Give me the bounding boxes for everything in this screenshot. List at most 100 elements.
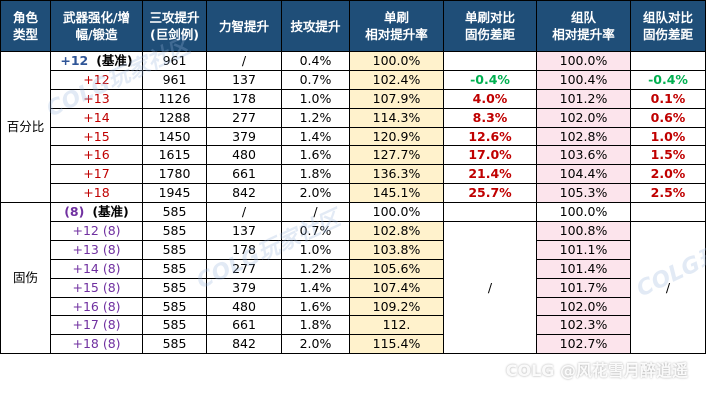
solo-diff-cell: -0.4% xyxy=(443,69,537,90)
solo-diff-cell: / xyxy=(443,221,537,355)
team-rate-cell: 102.7% xyxy=(536,334,631,355)
team-diff-cell: 1.5% xyxy=(630,145,706,166)
str-int-cell: 661 xyxy=(206,164,282,185)
team-rate-cell: 102.0% xyxy=(536,296,631,317)
team-rate-cell: 104.4% xyxy=(536,164,631,185)
baseline-tag: (基准) xyxy=(96,52,133,68)
header-str-int: 力智提升 xyxy=(206,0,282,52)
weapon-cell: +13 (8) xyxy=(50,239,143,260)
solo-diff-cell: 21.4% xyxy=(443,164,537,185)
solo-rate-cell: 100.0% xyxy=(349,202,444,223)
team-rate-cell: 101.1% xyxy=(536,239,631,260)
str-int-cell: 842 xyxy=(206,183,282,204)
solo-rate-cell: 115.4% xyxy=(349,334,444,355)
weapon-cell: +15 (8) xyxy=(50,277,143,298)
weapon-cell: +12 (基准) xyxy=(50,51,143,71)
team-diff-cell: 0.6% xyxy=(630,107,706,128)
team-rate-cell: 102.0% xyxy=(536,107,631,128)
team-diff-cell: 2.0% xyxy=(630,164,706,185)
weapon-level: +12 xyxy=(83,71,110,87)
team-rate-cell: 102.8% xyxy=(536,126,631,147)
three-atk-cell: 1615 xyxy=(142,145,207,166)
header-weapon: 武器强化/增 幅/锻造 xyxy=(50,0,143,52)
table-row: +17 1780 661 1.8% 136.3% 21.4% 104.4% 2.0% xyxy=(1,164,706,185)
str-int-cell: 178 xyxy=(206,239,282,260)
table-row: +14 1288 277 1.2% 114.3% 8.3% 102.0% 0.6% xyxy=(1,107,706,128)
table-row: +13 1126 178 1.0% 107.9% 4.0% 101.2% 0.1% xyxy=(1,88,706,109)
weapon-cell: +15 xyxy=(50,126,143,147)
table-row: +13 (8) 585 178 1.0% 103.8% 101.1% xyxy=(1,239,706,260)
skill-atk-cell: 1.8% xyxy=(281,315,350,336)
table-row: +15 1450 379 1.4% 120.9% 12.6% 102.8% 1.0% xyxy=(1,126,706,147)
solo-diff-cell: 25.7% xyxy=(443,183,537,204)
weapon-cell: +17 xyxy=(50,164,143,185)
skill-atk-cell: 2.0% xyxy=(281,334,350,355)
team-rate-cell: 101.7% xyxy=(536,277,631,298)
str-int-cell: / xyxy=(206,51,282,71)
table-row: +16 1615 480 1.6% 127.7% 17.0% 103.6% 1.5% xyxy=(1,145,706,166)
solo-rate-cell: 102.8% xyxy=(349,221,444,241)
weapon-level: +17 xyxy=(83,166,110,182)
solo-rate-cell: 107.9% xyxy=(349,88,444,109)
weapon-cell: (8) (基准) xyxy=(50,202,143,223)
skill-atk-cell: 1.8% xyxy=(281,164,350,185)
solo-rate-cell: 105.6% xyxy=(349,258,444,279)
team-rate-cell: 100.0% xyxy=(536,202,631,223)
header-skill-atk: 技攻提升 xyxy=(281,0,350,52)
team-diff-cell: 0.1% xyxy=(630,88,706,109)
weapon-cell: +14 (8) xyxy=(50,258,143,279)
header-row: 角色 类型 武器强化/增 幅/锻造 三攻提升 (巨剑例) 力智提升 技攻提升 单… xyxy=(0,0,706,52)
str-int-cell: 480 xyxy=(206,145,282,166)
skill-atk-cell: 1.4% xyxy=(281,277,350,298)
weapon-level: +17 (8) xyxy=(72,317,121,333)
team-rate-cell: 105.3% xyxy=(536,183,631,204)
weapon-level: +14 (8) xyxy=(72,260,121,276)
three-atk-cell: 585 xyxy=(142,315,207,336)
skill-atk-cell: / xyxy=(281,202,350,223)
three-atk-cell: 585 xyxy=(142,239,207,260)
skill-atk-cell: 0.7% xyxy=(281,69,350,90)
table-row: +18 (8) 585 842 2.0% 115.4% 102.7% xyxy=(1,334,706,355)
skill-atk-cell: 1.0% xyxy=(281,88,350,109)
solo-diff-cell: 8.3% xyxy=(443,107,537,128)
team-rate-cell: 102.3% xyxy=(536,315,631,336)
baseline-tag: (基准) xyxy=(92,204,129,220)
weapon-cell: +18 xyxy=(50,183,143,204)
weapon-cell: +16 (8) xyxy=(50,296,143,317)
table-row: +18 1945 842 2.0% 145.1% 25.7% 105.3% 2.5% xyxy=(1,183,706,204)
weapon-cell: +13 xyxy=(50,88,143,109)
team-diff-cell xyxy=(630,51,706,71)
three-atk-cell: 585 xyxy=(142,202,207,223)
team-diff-cell: -0.4% xyxy=(630,69,706,90)
skill-atk-cell: 1.2% xyxy=(281,258,350,279)
team-diff-cell: 1.0% xyxy=(630,126,706,147)
skill-atk-cell: 1.4% xyxy=(281,126,350,147)
weapon-level: +18 (8) xyxy=(72,336,121,352)
skill-atk-cell: 0.7% xyxy=(281,221,350,241)
solo-rate-cell: 109.2% xyxy=(349,296,444,317)
table-row: +14 (8) 585 277 1.2% 105.6% 101.4% xyxy=(1,258,706,279)
team-diff-cell: 2.5% xyxy=(630,183,706,204)
weapon-level: +13 (8) xyxy=(72,241,121,257)
comparison-table: 角色 类型 武器强化/增 幅/锻造 三攻提升 (巨剑例) 力智提升 技攻提升 单… xyxy=(0,0,706,355)
weapon-cell: +18 (8) xyxy=(50,334,143,355)
solo-diff-cell: 4.0% xyxy=(443,88,537,109)
str-int-cell: 661 xyxy=(206,315,282,336)
team-rate-cell: 101.2% xyxy=(536,88,631,109)
solo-rate-cell: 100.0% xyxy=(349,51,444,71)
solo-rate-cell: 112. xyxy=(349,315,444,336)
skill-atk-cell: 2.0% xyxy=(281,183,350,204)
three-atk-cell: 585 xyxy=(142,334,207,355)
str-int-cell: 137 xyxy=(206,69,282,90)
team-rate-cell: 100.0% xyxy=(536,51,631,71)
weapon-level: +15 (8) xyxy=(72,279,121,295)
header-role-type: 角色 类型 xyxy=(0,0,51,52)
team-diff-cell: / xyxy=(630,221,706,355)
team-rate-cell: 101.4% xyxy=(536,258,631,279)
header-team-rate: 组队 相对提升率 xyxy=(536,0,631,52)
solo-rate-cell: 114.3% xyxy=(349,107,444,128)
str-int-cell: 379 xyxy=(206,277,282,298)
str-int-cell: 842 xyxy=(206,334,282,355)
weapon-level: +18 xyxy=(83,185,110,201)
